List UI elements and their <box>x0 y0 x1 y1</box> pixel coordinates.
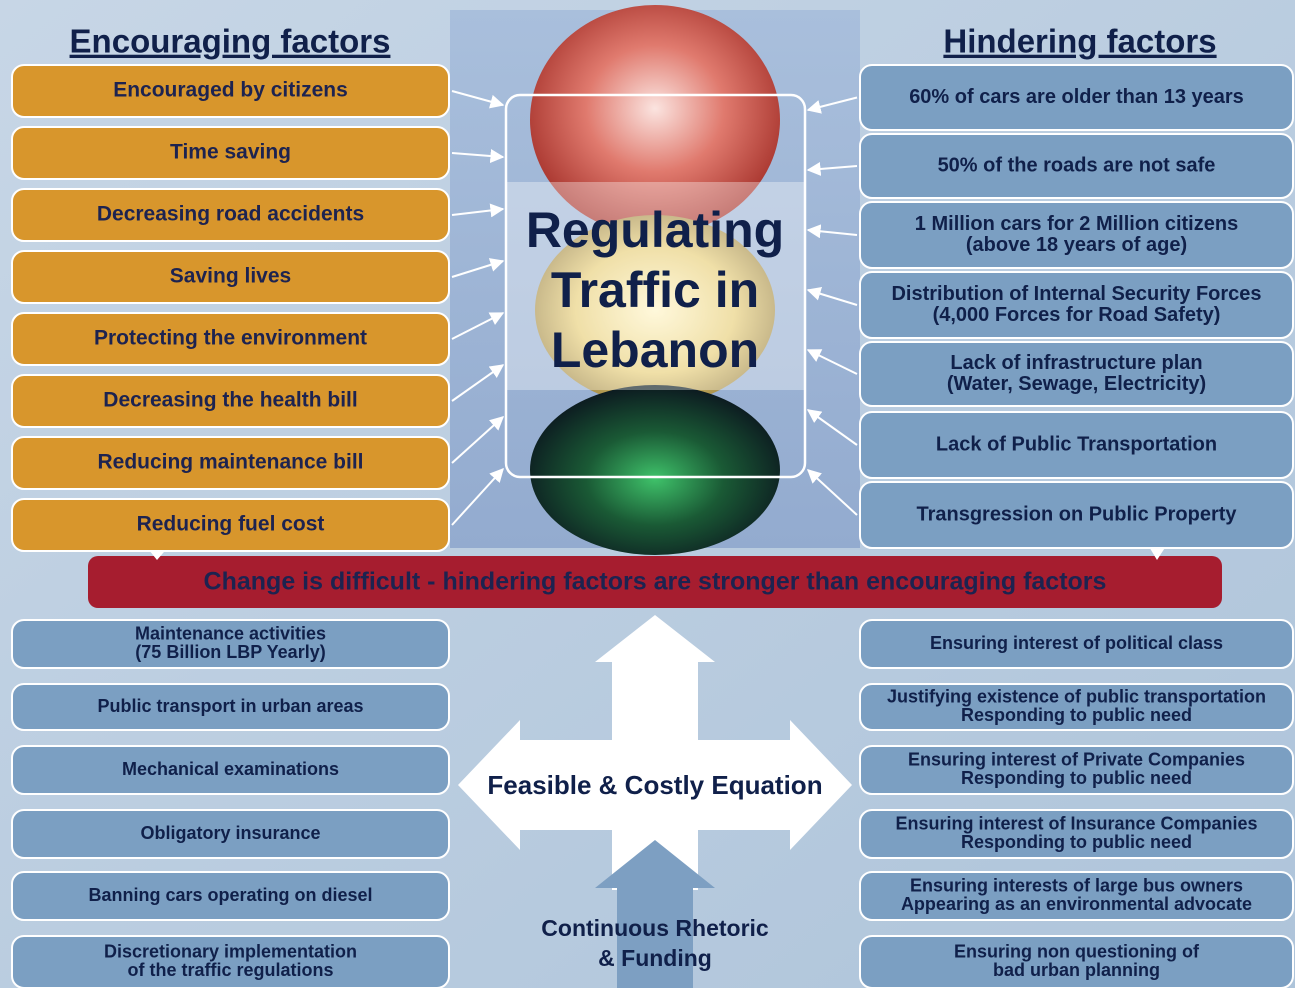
center-title: Lebanon <box>551 322 759 378</box>
factor-text: Decreasing road accidents <box>97 203 364 226</box>
section-title: Encouraging factors <box>70 23 391 60</box>
factor-text: of the traffic regulations <box>127 960 333 980</box>
factor-text: Ensuring non questioning of <box>954 941 1200 961</box>
factor-text: Appearing as an environmental advocate <box>901 894 1252 914</box>
factor-text: Protecting the environment <box>94 327 367 350</box>
factor-text: Time saving <box>170 141 291 164</box>
factor-text: (4,000 Forces for Road Safety) <box>933 304 1221 326</box>
factor-text: Distribution of Internal Security Forces <box>891 283 1261 305</box>
factor-text: Responding to public need <box>961 768 1192 788</box>
factor-text: Decreasing the health bill <box>103 389 357 412</box>
factor-text: Reducing maintenance bill <box>97 451 363 474</box>
page: { "encouraging": { "title": "Encouraging… <box>0 0 1295 988</box>
factor-text: Encouraged by citizens <box>113 79 348 102</box>
diagram: Change is difficult - hindering factors … <box>0 0 1295 988</box>
factor-text: Discretionary implementation <box>104 941 357 961</box>
banner-text: Change is difficult - hindering factors … <box>204 568 1107 596</box>
factor-text: Saving lives <box>170 265 291 288</box>
factor-text: Ensuring interests of large bus owners <box>910 875 1243 895</box>
section-title: Hindering factors <box>943 23 1216 60</box>
factor-text: Ensuring interest of Insurance Companies <box>895 813 1257 833</box>
factor-text: (75 Billion LBP Yearly) <box>135 642 325 662</box>
equation-label: Feasible & Costly Equation <box>487 770 822 800</box>
factor-text: Public transport in urban areas <box>97 696 363 716</box>
factor-text: Responding to public need <box>961 832 1192 852</box>
factor-text: Responding to public need <box>961 705 1192 725</box>
factor-text: Reducing fuel cost <box>137 513 325 536</box>
factor-text: Obligatory insurance <box>140 823 320 843</box>
factor-text: Lack of infrastructure plan <box>950 352 1202 374</box>
factor-text: 50% of the roads are not safe <box>938 154 1216 176</box>
factor-text: Ensuring interest of Private Companies <box>908 749 1245 769</box>
center-title: Traffic in <box>551 262 759 318</box>
factor-text: Transgression on Public Property <box>916 503 1237 525</box>
factor-text: Ensuring interest of political class <box>930 633 1223 653</box>
equation-driver: Continuous Rhetoric <box>541 915 769 941</box>
factor-text: (above 18 years of age) <box>966 234 1187 256</box>
center-title: Regulating <box>526 202 784 258</box>
factor-text: Maintenance activities <box>135 623 326 643</box>
equation-driver: & Funding <box>598 945 712 971</box>
factor-text: Mechanical examinations <box>122 759 339 779</box>
factor-text: (Water, Sewage, Electricity) <box>947 373 1206 395</box>
factor-text: 1 Million cars for 2 Million citizens <box>915 213 1238 235</box>
factor-text: Banning cars operating on diesel <box>88 885 372 905</box>
factor-text: 60% of cars are older than 13 years <box>909 86 1244 108</box>
factor-text: Justifying existence of public transport… <box>887 686 1266 706</box>
factor-text: Lack of Public Transportation <box>936 433 1217 455</box>
factor-text: bad urban planning <box>993 960 1160 980</box>
